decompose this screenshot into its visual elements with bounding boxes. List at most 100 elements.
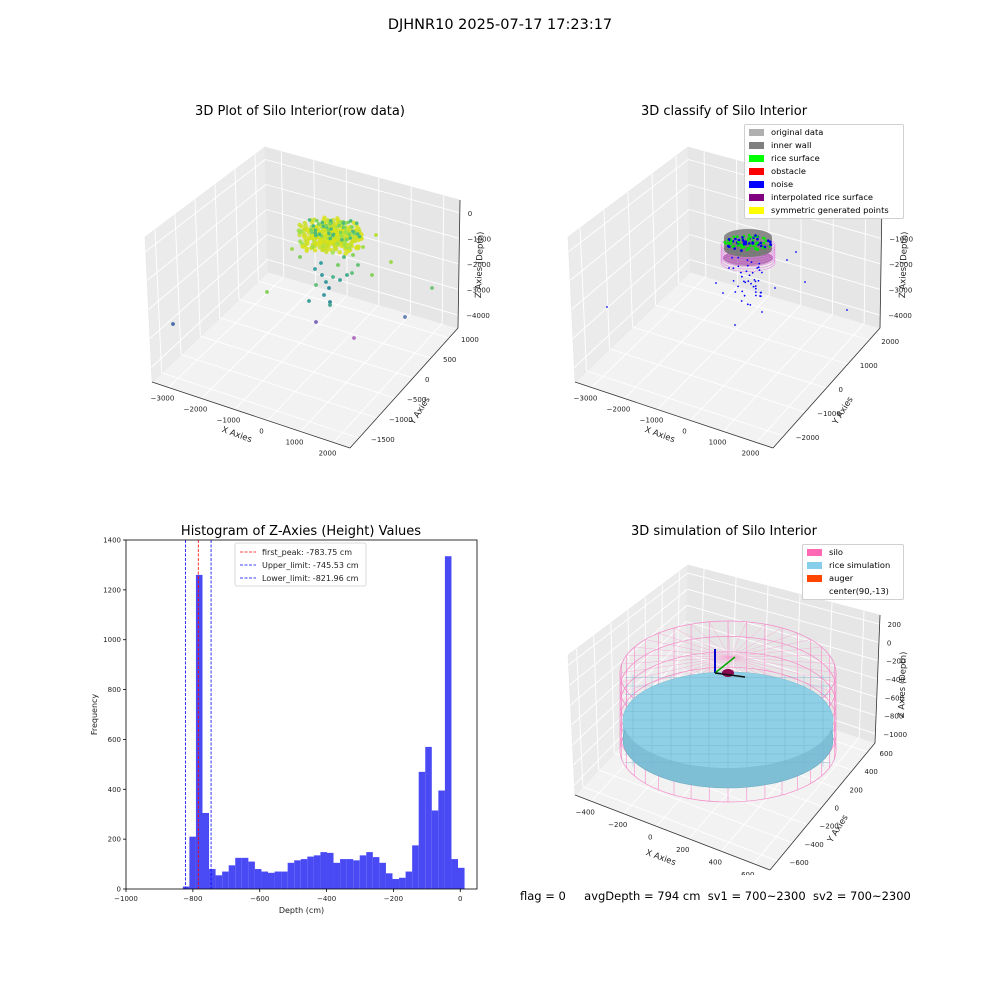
raw-data-point	[348, 219, 353, 223]
classify-xtick-label: −2000	[607, 406, 631, 414]
raw-data-point	[356, 237, 361, 243]
noise-point	[749, 304, 752, 306]
raw-data-point	[338, 278, 342, 282]
raw-ytick-label: −500	[407, 396, 426, 404]
classify-legend-swatch	[749, 194, 764, 201]
histogram-bar	[268, 872, 275, 889]
sim-xtick-label: 200	[676, 846, 689, 854]
classified-point	[756, 237, 759, 241]
raw-data-point	[350, 225, 354, 229]
raw-data-point	[321, 224, 326, 229]
raw-data-point	[430, 286, 434, 290]
sim-ytick-label: 0	[835, 805, 839, 813]
raw-data-point	[303, 238, 308, 243]
sim-ztick-label: 200	[888, 621, 901, 629]
raw-data-point	[314, 283, 318, 287]
noise-point	[758, 262, 761, 265]
raw-ytick-label: −1500	[371, 436, 395, 444]
noise-point	[740, 300, 743, 302]
classify-legend-label: symmetric generated points	[771, 205, 889, 215]
raw-data-point	[336, 263, 340, 267]
classified-point	[740, 249, 743, 252]
raw-data-point	[290, 247, 294, 251]
raw-xtick-label: −3000	[151, 395, 175, 403]
raw-xtick-label: 0	[259, 428, 263, 436]
raw-ytick-label: 0	[425, 376, 429, 384]
sim-xtick-label: −200	[608, 821, 627, 829]
raw-data-point	[297, 229, 303, 235]
silo-roof-line	[729, 627, 783, 658]
classify-ytick-label: 1000	[860, 362, 878, 370]
noise-point	[743, 294, 746, 297]
sim-ztick-label: −200	[886, 658, 905, 666]
histogram-ytick-label: 400	[108, 786, 121, 794]
raw-gridline	[201, 285, 316, 399]
classified-point	[735, 235, 739, 238]
noise-point	[743, 280, 745, 283]
raw-data-point	[354, 221, 359, 226]
raw-data-point	[311, 224, 316, 228]
simulation-plot-title: 3D simulation of Silo Interior	[631, 524, 817, 539]
noise-point	[757, 279, 760, 282]
status-line: flag = 0 avgDepth = 794 cm sv1 = 700~230…	[520, 889, 911, 903]
noise-point	[747, 280, 750, 283]
raw-xtick-label: 2000	[319, 450, 337, 458]
raw-gridline	[148, 209, 267, 310]
noise-point	[732, 267, 735, 270]
raw-plot-title: 3D Plot of Silo Interior(row data)	[195, 104, 405, 119]
histogram-bar	[209, 869, 216, 889]
raw-data-point	[352, 238, 358, 243]
silo-roof-line	[621, 656, 731, 683]
raw-xtick-label: 1000	[286, 439, 304, 447]
silo-roof-line	[727, 620, 731, 658]
classify-plot-title: 3D classify of Silo Interior	[640, 104, 808, 119]
raw-ztick-label: −3000	[467, 287, 491, 295]
raw-3d-plot: −3000 −2000 −1000 0 1000 2000 −1500 −1000 −500 0 5…	[144, 146, 491, 458]
sim-legend-swatch	[807, 562, 822, 569]
noise-point	[746, 303, 749, 306]
flag-text: flag = 0	[520, 889, 566, 903]
histogram-bar	[458, 867, 465, 889]
classify-ztick-label: −3000	[889, 287, 913, 295]
histogram-frame	[125, 539, 478, 890]
raw-data-point	[339, 233, 344, 238]
raw-gridline	[146, 184, 267, 281]
classified-point	[759, 244, 763, 248]
histogram-bar	[281, 871, 288, 889]
raw-data-point	[328, 236, 333, 241]
classify-gridline	[688, 209, 882, 265]
raw-ztick-label: −4000	[466, 312, 490, 320]
noise-point	[748, 274, 751, 277]
classify-xtick-label: −3000	[574, 395, 598, 403]
noise-point	[774, 287, 776, 289]
raw-data-point	[340, 238, 344, 242]
raw-ytick-label: 500	[443, 356, 456, 364]
histogram-bar	[287, 862, 295, 889]
raw-gridline	[200, 335, 396, 399]
raw-data-point	[326, 228, 331, 232]
histogram-bar	[228, 865, 236, 889]
sim-ztick-label: −1000	[883, 731, 907, 739]
raw-data-point	[330, 250, 335, 255]
classify-xtick-label: 1000	[709, 439, 727, 447]
classify-legend-label: noise	[771, 179, 794, 189]
raw-data-point	[328, 300, 332, 304]
classify-ytick-label: −1000	[817, 410, 841, 418]
raw-data-point	[357, 228, 362, 233]
sim-axis-line	[874, 614, 881, 744]
sim-legend-swatch	[807, 549, 822, 556]
silo-roof-line	[729, 632, 798, 658]
classify-ztick-label: −1000	[889, 235, 913, 243]
raw-data-point	[354, 245, 359, 251]
classified-point	[749, 244, 752, 247]
raw-data-point	[323, 231, 328, 236]
histogram-title: Histogram of Z-Axies (Height) Values	[180, 524, 422, 539]
raw-data-point	[341, 221, 346, 225]
sim-ytick-label: −400	[805, 841, 824, 849]
raw-x-axis-label: X Axies	[220, 425, 253, 445]
histogram-bar	[307, 856, 314, 889]
sim-ztick-label: −400	[886, 676, 905, 684]
classified-point	[768, 240, 772, 244]
raw-data-point	[346, 220, 350, 225]
raw-gridline	[265, 159, 460, 214]
